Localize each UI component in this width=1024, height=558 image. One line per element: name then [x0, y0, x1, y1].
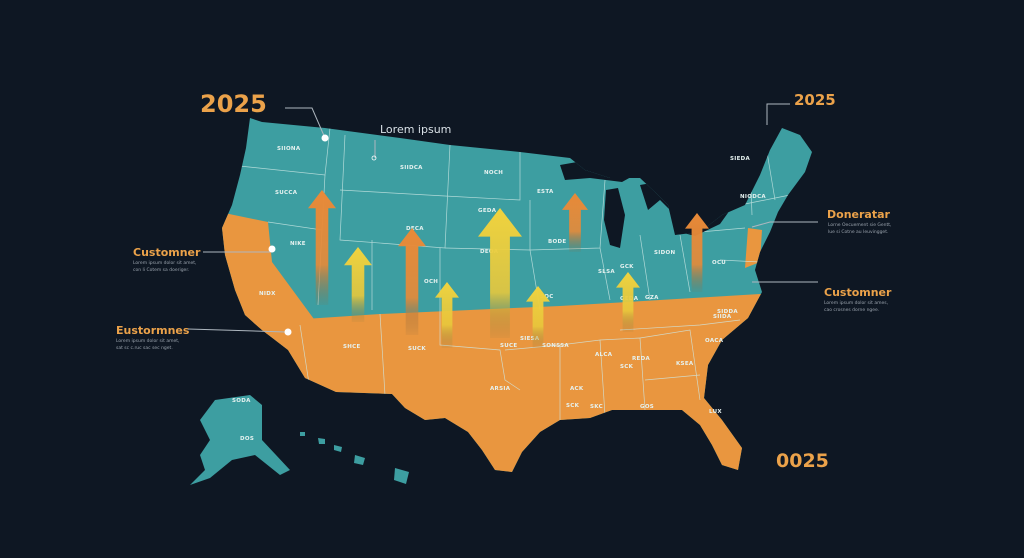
- growth-arrows: [308, 190, 709, 348]
- orange-up-arrow-icon: [685, 213, 709, 292]
- alaska-hawaii: [190, 395, 409, 485]
- state-borders: [229, 127, 791, 420]
- state-label: NIDX: [259, 291, 276, 297]
- state-label: BODE: [548, 239, 566, 245]
- connector: [751, 221, 818, 228]
- year-label-top-left: 2025: [200, 90, 267, 118]
- callout-text: con li Cotem sa doeriger.: [133, 267, 189, 273]
- state-label: OCH: [424, 279, 438, 285]
- connector: [766, 103, 790, 125]
- state-label: ACK: [570, 386, 584, 392]
- state-label: SIESA: [520, 336, 540, 342]
- yellow-up-arrow-icon: [478, 208, 522, 338]
- yellow-up-arrow-icon: [526, 286, 550, 348]
- callout-text: lue si Cotne au leuvingget.: [828, 229, 888, 235]
- state-label: SODA: [232, 398, 251, 404]
- callout-title: Customner: [824, 286, 892, 299]
- state-label: SOC: [540, 294, 554, 300]
- callouts: 2025 Lorem ipsum 2025 0025 Customner Lor…: [116, 90, 892, 472]
- lorem-label: Lorem ipsum: [380, 123, 451, 136]
- connector: [187, 328, 287, 333]
- callout-title: Eustormnes: [116, 324, 190, 337]
- state-label: DEOA: [480, 249, 499, 255]
- marker-dot: [284, 328, 292, 336]
- callout-title: Doneratar: [827, 208, 891, 221]
- orange-up-arrow-icon: [398, 228, 426, 335]
- state-label: SIIONA: [277, 146, 301, 152]
- state-label: GOS: [640, 404, 654, 410]
- state-label: SCK: [620, 364, 634, 370]
- year-label-top-right: 2025: [794, 91, 836, 109]
- marker-dot: [321, 134, 329, 142]
- state-label: SIEDA: [730, 156, 751, 162]
- state-label: NIKE: [290, 241, 306, 247]
- orange-up-arrow-icon: [562, 193, 588, 252]
- orange-up-arrow-icon: [308, 190, 336, 305]
- state-label: SIIDCA: [400, 165, 423, 171]
- callout-text: Lorem ipsum dolor sit amet,: [133, 260, 196, 266]
- marker-dot: [268, 245, 276, 253]
- state-label: SCK: [566, 403, 580, 409]
- state-label: SIDDA: [717, 309, 738, 315]
- callout-text: Lorem ipsum dolor sit amet,: [116, 338, 179, 344]
- marker-ring: [371, 155, 377, 161]
- state-label: OCU: [712, 260, 726, 266]
- callout-title: Customner: [133, 246, 201, 259]
- state-labels: SIIONA SUCCA SIIDCA NOCH ESTA SIEDA NIODCA DECA…: [232, 146, 766, 442]
- state-label: SLSA: [598, 269, 615, 275]
- state-label: SUCE: [500, 343, 517, 349]
- hawaii: [300, 432, 409, 484]
- callout-text: Lorem ipsum dolor sit ames,: [824, 300, 888, 306]
- state-label: SUCCA: [275, 190, 298, 196]
- new-jersey-region: [745, 228, 762, 268]
- state-label: GZA: [645, 295, 659, 301]
- state-label: REDA: [632, 356, 650, 362]
- connector: [285, 107, 326, 139]
- state-label: SHCE: [343, 344, 361, 350]
- state-label: SIDON: [654, 250, 675, 256]
- state-label: DOS: [240, 436, 254, 442]
- state-label: ARSIA: [490, 386, 511, 392]
- year-label-bottom-right: 0025: [776, 450, 829, 472]
- state-label: NOCH: [484, 170, 503, 176]
- callout-text: sat sc c.ruc sac sec nget.: [116, 345, 173, 351]
- state-label: SIIDA: [713, 314, 732, 320]
- callout-text: Lorne Oecuement sie Gentt,: [828, 222, 891, 228]
- state-label: ALCA: [595, 352, 613, 358]
- yellow-up-arrow-icon: [616, 272, 640, 332]
- state-label: DECA: [406, 226, 424, 232]
- yellow-up-arrow-icon: [344, 247, 372, 322]
- alaska: [190, 395, 290, 485]
- state-label: KSEA: [676, 361, 694, 367]
- state-label: ESTA: [537, 189, 554, 195]
- yellow-up-arrow-icon: [435, 282, 459, 348]
- callout-text: cao crosnes dorne ngee.: [824, 307, 879, 313]
- state-label: NIODCA: [740, 194, 766, 200]
- state-label: SUCK: [408, 346, 426, 352]
- state-label: GCK: [620, 264, 634, 270]
- state-label: GEDA: [478, 208, 497, 214]
- state-label: LUX: [709, 409, 722, 415]
- state-label: SKC: [590, 404, 603, 410]
- state-label: OACA: [705, 338, 724, 344]
- state-label: SONSSA: [542, 343, 569, 349]
